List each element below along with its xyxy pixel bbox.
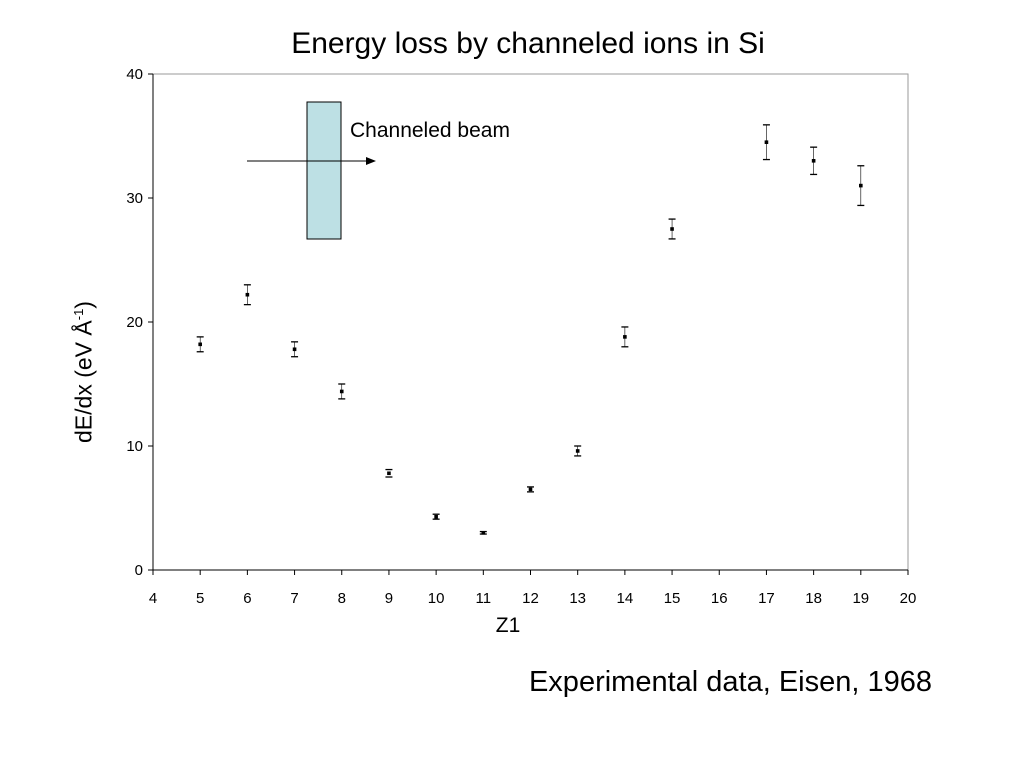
x-tick-label: 4 bbox=[149, 590, 157, 607]
y-tick-label: 10 bbox=[126, 438, 143, 455]
x-tick-label: 6 bbox=[243, 590, 251, 607]
x-tick-label: 16 bbox=[711, 590, 728, 607]
data-marker bbox=[764, 140, 769, 144]
data-point bbox=[668, 218, 676, 240]
data-point bbox=[243, 284, 251, 306]
y-tick-label: 30 bbox=[126, 190, 143, 207]
x-tick-label: 18 bbox=[805, 590, 822, 607]
data-point bbox=[574, 445, 582, 457]
y-tick-label: 0 bbox=[135, 562, 143, 579]
x-tick-label: 20 bbox=[900, 590, 917, 607]
data-point bbox=[527, 486, 534, 493]
data-marker bbox=[198, 342, 202, 347]
footer-credit: Experimental data, Eisen, 1968 bbox=[528, 666, 932, 698]
x-axis-label: Z1 bbox=[495, 614, 521, 637]
data-point bbox=[196, 336, 204, 353]
arrow-right-icon bbox=[247, 157, 376, 165]
data-point bbox=[621, 326, 629, 348]
data-marker bbox=[387, 471, 391, 476]
x-tick-label: 15 bbox=[664, 590, 681, 607]
annotation-label: Channeled beam bbox=[350, 119, 510, 142]
x-tick-label: 14 bbox=[617, 590, 634, 607]
data-point bbox=[432, 513, 440, 520]
channel-box bbox=[306, 101, 342, 240]
y-tick-label: 20 bbox=[126, 314, 143, 331]
data-marker bbox=[434, 514, 438, 519]
data-marker bbox=[528, 487, 533, 492]
chart-title: Energy loss by channeled ions in Si bbox=[291, 27, 765, 60]
data-marker bbox=[245, 292, 250, 297]
data-marker bbox=[292, 347, 297, 352]
data-point bbox=[338, 383, 346, 400]
y-axis-label-sup: -1 bbox=[70, 308, 86, 321]
y-axis-label: dE/dx (eV Å-1) bbox=[71, 301, 98, 443]
data-point bbox=[810, 146, 818, 176]
data-marker bbox=[339, 389, 344, 394]
data-marker bbox=[623, 335, 627, 339]
x-tick-label: 19 bbox=[852, 590, 869, 607]
y-axis-label-text: dE/dx (eV Å bbox=[70, 320, 97, 443]
data-marker bbox=[859, 183, 863, 188]
x-tick-label: 9 bbox=[385, 590, 393, 607]
x-tick-label: 12 bbox=[522, 590, 539, 607]
data-point bbox=[385, 468, 393, 478]
x-tick-label: 7 bbox=[290, 590, 298, 607]
y-axis-label-close: ) bbox=[70, 301, 97, 309]
data-marker bbox=[575, 449, 580, 453]
x-tick-label: 13 bbox=[569, 590, 586, 607]
x-tick-label: 10 bbox=[428, 590, 445, 607]
data-point bbox=[857, 165, 865, 207]
plot-area bbox=[152, 73, 909, 571]
data-point bbox=[762, 124, 770, 161]
x-tick-label: 8 bbox=[338, 590, 346, 607]
y-tick-label: 40 bbox=[126, 66, 143, 83]
data-point bbox=[479, 530, 487, 535]
data-marker bbox=[670, 227, 674, 231]
data-marker bbox=[811, 159, 816, 163]
x-tick-label: 17 bbox=[758, 590, 775, 607]
x-tick-label: 5 bbox=[196, 590, 204, 607]
data-point bbox=[291, 341, 299, 358]
x-tick-label: 11 bbox=[476, 590, 492, 607]
data-marker bbox=[481, 531, 486, 535]
